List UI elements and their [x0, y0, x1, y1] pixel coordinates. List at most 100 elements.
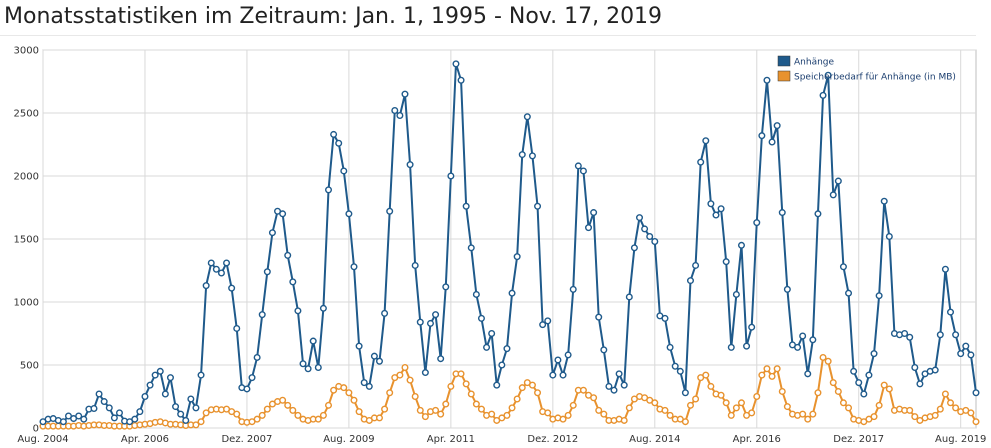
data-point[interactable]	[166, 374, 174, 382]
data-point[interactable]	[845, 404, 853, 412]
data-point[interactable]	[865, 371, 873, 379]
data-point[interactable]	[421, 413, 429, 421]
data-point[interactable]	[585, 224, 593, 232]
data-point[interactable]	[875, 292, 883, 300]
data-point[interactable]	[258, 411, 266, 419]
data-point[interactable]	[620, 381, 628, 389]
data-point[interactable]	[279, 396, 287, 404]
data-point[interactable]	[936, 331, 944, 339]
data-point[interactable]	[314, 364, 322, 372]
data-point[interactable]	[722, 258, 730, 266]
data-point[interactable]	[223, 259, 231, 267]
data-point[interactable]	[426, 319, 434, 327]
data-point[interactable]	[396, 112, 404, 120]
data-point[interactable]	[743, 342, 751, 350]
data-point[interactable]	[804, 370, 812, 378]
data-point[interactable]	[498, 361, 506, 369]
data-point[interactable]	[350, 263, 358, 271]
data-point[interactable]	[778, 209, 786, 217]
data-point[interactable]	[783, 285, 791, 293]
data-point[interactable]	[748, 409, 756, 417]
data-point[interactable]	[681, 418, 689, 426]
data-point[interactable]	[375, 357, 383, 365]
data-point[interactable]	[697, 158, 705, 166]
data-point[interactable]	[513, 253, 521, 261]
data-point[interactable]	[809, 410, 817, 418]
data-point[interactable]	[636, 214, 644, 222]
data-point[interactable]	[386, 207, 394, 215]
data-point[interactable]	[559, 415, 567, 423]
data-point[interactable]	[416, 318, 424, 326]
data-point[interactable]	[355, 408, 363, 416]
data-point[interactable]	[911, 413, 919, 421]
data-point[interactable]	[870, 350, 878, 358]
data-point[interactable]	[508, 404, 516, 412]
data-point[interactable]	[518, 384, 526, 392]
data-point[interactable]	[233, 410, 241, 418]
data-point[interactable]	[834, 387, 842, 395]
data-point[interactable]	[534, 389, 542, 397]
data-point[interactable]	[268, 229, 276, 237]
data-point[interactable]	[625, 404, 633, 412]
data-point[interactable]	[763, 365, 771, 373]
data-point[interactable]	[702, 371, 710, 379]
data-point[interactable]	[192, 404, 200, 412]
data-point[interactable]	[681, 389, 689, 397]
data-point[interactable]	[156, 367, 164, 375]
data-point[interactable]	[799, 332, 807, 340]
data-point[interactable]	[253, 353, 261, 361]
data-point[interactable]	[477, 314, 485, 322]
data-point[interactable]	[732, 404, 740, 412]
data-point[interactable]	[335, 139, 343, 147]
data-point[interactable]	[182, 416, 190, 424]
data-point[interactable]	[319, 304, 327, 312]
data-point[interactable]	[707, 382, 715, 390]
data-point[interactable]	[483, 343, 491, 351]
data-point[interactable]	[972, 389, 980, 397]
data-point[interactable]	[284, 401, 292, 409]
data-point[interactable]	[651, 238, 659, 246]
data-point[interactable]	[131, 415, 139, 423]
data-point[interactable]	[686, 401, 694, 409]
data-point[interactable]	[289, 406, 297, 414]
data-point[interactable]	[381, 309, 389, 317]
data-point[interactable]	[559, 371, 567, 379]
data-point[interactable]	[299, 360, 307, 368]
data-point[interactable]	[768, 138, 776, 146]
data-point[interactable]	[432, 311, 440, 319]
data-point[interactable]	[707, 200, 715, 208]
data-point[interactable]	[686, 277, 694, 285]
data-point[interactable]	[212, 265, 220, 273]
data-point[interactable]	[661, 406, 669, 414]
data-point[interactable]	[600, 346, 608, 354]
data-point[interactable]	[717, 205, 725, 213]
data-point[interactable]	[625, 293, 633, 301]
data-point[interactable]	[768, 372, 776, 380]
data-point[interactable]	[330, 386, 338, 394]
data-point[interactable]	[202, 409, 210, 417]
data-point[interactable]	[875, 401, 883, 409]
data-point[interactable]	[972, 418, 980, 426]
data-point[interactable]	[590, 209, 598, 217]
data-point[interactable]	[304, 365, 312, 373]
data-point[interactable]	[248, 374, 256, 382]
data-point[interactable]	[732, 290, 740, 298]
data-point[interactable]	[737, 241, 745, 249]
data-point[interactable]	[666, 411, 674, 419]
data-point[interactable]	[279, 210, 287, 218]
data-point[interactable]	[931, 366, 939, 374]
data-point[interactable]	[804, 415, 812, 423]
data-point[interactable]	[309, 337, 317, 345]
data-point[interactable]	[253, 415, 261, 423]
data-point[interactable]	[641, 225, 649, 233]
data-point[interactable]	[722, 399, 730, 407]
data-point[interactable]	[141, 393, 149, 401]
data-point[interactable]	[401, 364, 409, 372]
data-point[interactable]	[187, 395, 195, 403]
data-point[interactable]	[595, 406, 603, 414]
data-point[interactable]	[100, 398, 108, 406]
data-point[interactable]	[467, 244, 475, 252]
data-point[interactable]	[523, 113, 531, 121]
data-point[interactable]	[834, 177, 842, 185]
data-point[interactable]	[880, 197, 888, 205]
